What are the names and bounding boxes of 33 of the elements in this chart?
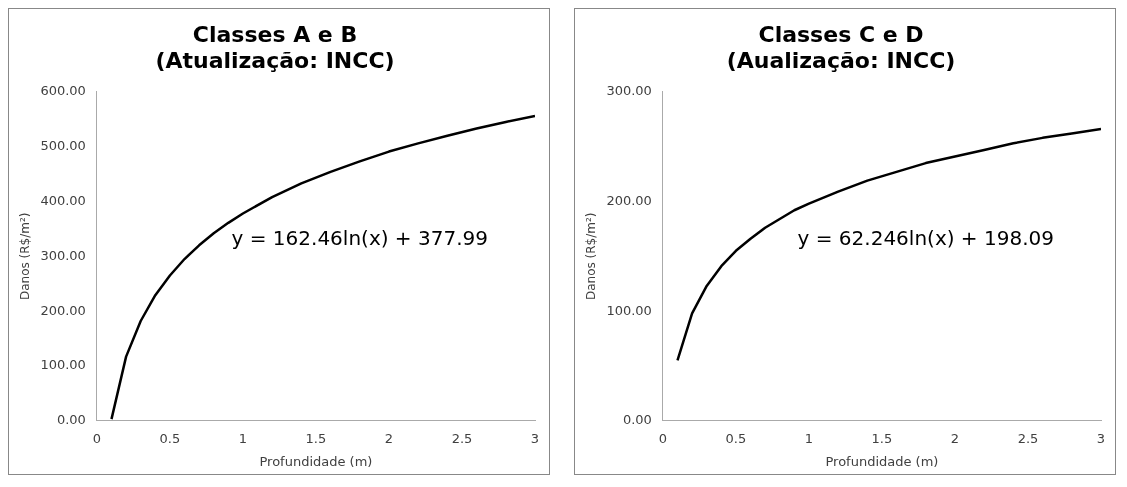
annotation: y = 62.246ln(x) + 198.09 (797, 226, 1054, 251)
y-tick-label: 100.00 (40, 357, 86, 373)
y-tick-label: 400.00 (40, 192, 86, 208)
y-tick-label: 500.00 (40, 138, 86, 154)
x-tick-label: 1 (238, 430, 248, 446)
annotation: y = 162.46ln(x) + 377.99 (231, 226, 488, 251)
x-tick-label: 0 (658, 430, 668, 446)
x-tick-label: 2.5 (1017, 430, 1039, 446)
y-tick-label: 300.00 (606, 83, 652, 99)
x-tick-label: 3 (1096, 430, 1106, 446)
y-tick-label: 0.00 (622, 412, 652, 428)
x-tick-label: 1.5 (871, 430, 893, 446)
y-tick-label: 600.00 (40, 83, 86, 99)
x-tick-label: 2.5 (451, 430, 473, 446)
x-tick-label: 2 (950, 430, 960, 446)
x-tick-label: 1 (804, 430, 814, 446)
y-tick-label: 0.00 (56, 412, 86, 428)
x-tick-label: 2 (384, 430, 394, 446)
x-tick-label: 1.5 (305, 430, 327, 446)
chart-title: Classes A e B (Atualização: INCC) (155, 21, 395, 74)
y-axis-title: Danos (R$/m²) (18, 212, 33, 301)
y-tick-label: 200.00 (606, 192, 652, 208)
chart-title: Classes C e D (Aualização: INCC) (726, 21, 956, 74)
y-tick-label: 300.00 (40, 247, 86, 263)
y-tick-label: 200.00 (40, 302, 86, 318)
y-tick-label: 100.00 (606, 302, 652, 318)
x-axis-title: Profundidade (m) (259, 453, 373, 469)
x-tick-label: 3 (530, 430, 540, 446)
x-tick-label: 0 (92, 430, 102, 446)
y-axis-title: Danos (R$/m²) (584, 212, 599, 301)
x-tick-label: 0.5 (159, 430, 181, 446)
x-tick-label: 0.5 (725, 430, 747, 446)
x-axis-title: Profundidade (m) (825, 453, 939, 469)
